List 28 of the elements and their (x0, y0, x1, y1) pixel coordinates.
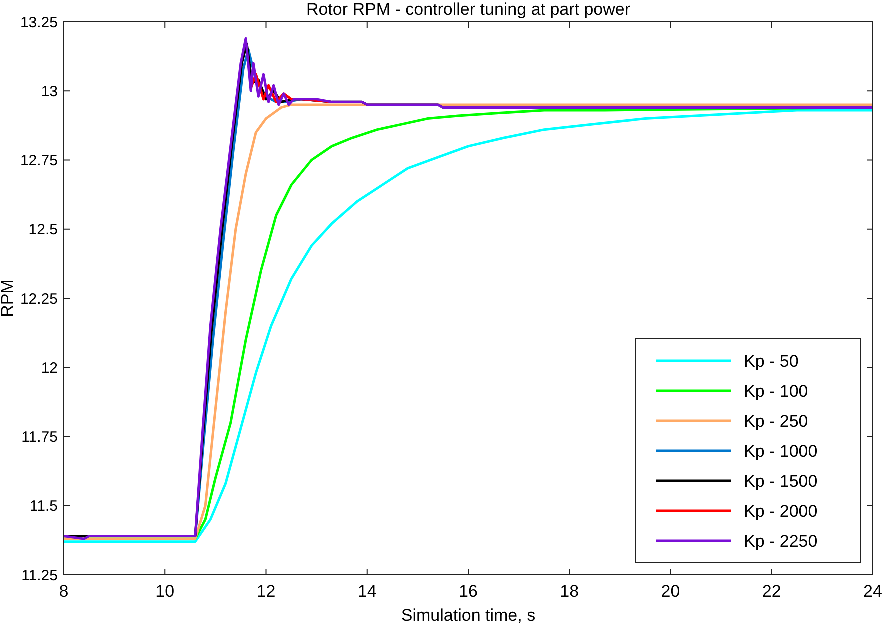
chart-title: Rotor RPM - controller tuning at part power (306, 0, 631, 19)
legend-label: Kp - 2000 (744, 502, 818, 521)
y-tick-label: 12.75 (20, 152, 58, 170)
y-tick-label: 13 (41, 83, 58, 100)
x-tick-label: 10 (156, 582, 175, 601)
x-tick-label: 18 (560, 582, 580, 601)
y-axis-title: RPM (0, 280, 17, 318)
y-tick-label: 11.5 (30, 498, 58, 516)
x-tick-label: 14 (358, 582, 377, 601)
y-tick-label: 11.75 (22, 429, 58, 446)
legend-label: Kp - 1000 (744, 442, 818, 461)
legend-label: Kp - 2250 (744, 532, 818, 551)
y-tick-label: 12.25 (20, 290, 58, 308)
y-tick-label: 12.5 (28, 222, 58, 239)
x-tick-label: 22 (762, 582, 782, 601)
legend-label: Kp - 100 (744, 382, 808, 401)
x-tick-label: 8 (59, 582, 69, 601)
y-tick-label: 11.25 (22, 567, 58, 584)
x-tick-label: 16 (459, 582, 478, 601)
legend-label: Kp - 1500 (744, 472, 818, 491)
x-tick-label: 20 (661, 582, 680, 601)
y-tick-label: 12 (41, 360, 58, 377)
legend-label: Kp - 250 (744, 412, 808, 431)
x-axis-title: Simulation time, s (401, 606, 536, 625)
y-tick-label: 13.25 (20, 14, 58, 32)
legend-label: Kp - 50 (744, 352, 799, 371)
x-tick-label: 12 (256, 582, 276, 601)
x-tick-label: 24 (864, 582, 882, 601)
